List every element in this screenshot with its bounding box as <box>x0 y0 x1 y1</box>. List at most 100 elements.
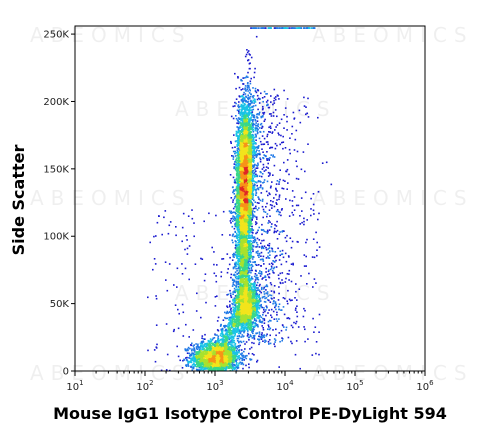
data-point <box>248 352 250 355</box>
data-point <box>242 367 244 370</box>
data-point <box>213 361 216 363</box>
data-point <box>252 120 254 123</box>
data-point <box>221 360 224 363</box>
data-point <box>207 339 210 342</box>
data-point <box>198 353 200 356</box>
data-point <box>195 343 197 345</box>
data-point <box>232 358 235 361</box>
data-point <box>231 155 233 157</box>
data-point <box>250 172 253 174</box>
data-point <box>208 345 210 348</box>
data-point <box>230 355 232 357</box>
data-point <box>191 342 193 345</box>
data-point <box>234 225 237 227</box>
data-point <box>200 351 203 354</box>
data-point <box>246 354 248 357</box>
data-point <box>250 116 252 119</box>
data-point <box>193 362 195 365</box>
data-point <box>191 357 193 359</box>
data-point <box>253 354 255 356</box>
data-point <box>200 367 202 369</box>
data-point <box>247 266 250 268</box>
watermark-text: ABEOMICS <box>312 186 474 210</box>
data-point <box>201 365 204 368</box>
data-point <box>206 363 209 366</box>
data-point <box>215 359 217 361</box>
data-point <box>238 189 240 191</box>
data-point <box>189 361 192 363</box>
data-point <box>201 346 204 349</box>
data-point <box>243 91 245 94</box>
data-point <box>205 346 207 349</box>
data-point <box>247 110 250 112</box>
data-point <box>204 352 206 355</box>
data-point <box>230 352 233 355</box>
data-point <box>209 364 211 366</box>
data-point <box>187 348 189 350</box>
data-point <box>228 352 230 355</box>
data-point <box>215 349 217 352</box>
data-point <box>234 222 237 224</box>
data-point <box>246 88 249 90</box>
data-point <box>249 188 252 191</box>
data-point <box>208 368 210 371</box>
data-point <box>249 117 251 120</box>
data-point <box>212 348 214 351</box>
data-point <box>219 365 221 368</box>
data-point <box>239 353 242 355</box>
data-point <box>224 369 227 371</box>
data-point <box>253 136 256 139</box>
data-point <box>191 369 193 371</box>
data-point <box>241 115 244 118</box>
data-point <box>186 356 188 359</box>
data-point <box>198 351 201 353</box>
data-point <box>237 276 239 278</box>
data-point <box>242 354 244 357</box>
data-point <box>238 139 240 142</box>
data-point <box>213 364 215 366</box>
data-point <box>202 350 205 353</box>
data-point <box>218 364 221 367</box>
data-point <box>251 214 254 217</box>
data-point <box>237 177 239 179</box>
data-point <box>222 361 225 364</box>
data-point <box>191 348 193 350</box>
data-point <box>203 365 206 368</box>
data-point <box>209 338 212 340</box>
data-point <box>206 342 208 345</box>
data-point <box>207 364 210 366</box>
data-point <box>184 348 186 350</box>
data-point <box>251 217 253 219</box>
data-point <box>237 131 240 134</box>
data-point <box>235 265 237 268</box>
data-point <box>244 348 246 350</box>
data-point <box>239 114 242 117</box>
data-point <box>233 235 236 238</box>
data-point <box>234 342 237 345</box>
data-point <box>250 213 253 216</box>
data-point <box>250 200 252 203</box>
data-point <box>252 105 255 107</box>
data-point <box>251 256 253 258</box>
data-point <box>210 353 213 355</box>
data-point <box>232 365 234 368</box>
data-point <box>234 152 236 155</box>
data-point <box>200 353 203 356</box>
data-point <box>204 338 206 340</box>
data-point <box>244 356 246 359</box>
data-point <box>223 360 226 363</box>
data-point <box>236 345 239 348</box>
data-point <box>213 369 216 371</box>
data-point <box>245 258 248 261</box>
data-point <box>203 357 205 359</box>
data-point <box>212 367 214 369</box>
data-point <box>243 236 246 238</box>
data-point <box>240 110 243 112</box>
data-point <box>209 362 211 364</box>
data-point <box>211 365 213 368</box>
data-point <box>196 357 198 359</box>
data-point <box>212 365 215 368</box>
data-point <box>229 361 231 363</box>
watermark-text: ABEOMICS <box>175 97 337 121</box>
